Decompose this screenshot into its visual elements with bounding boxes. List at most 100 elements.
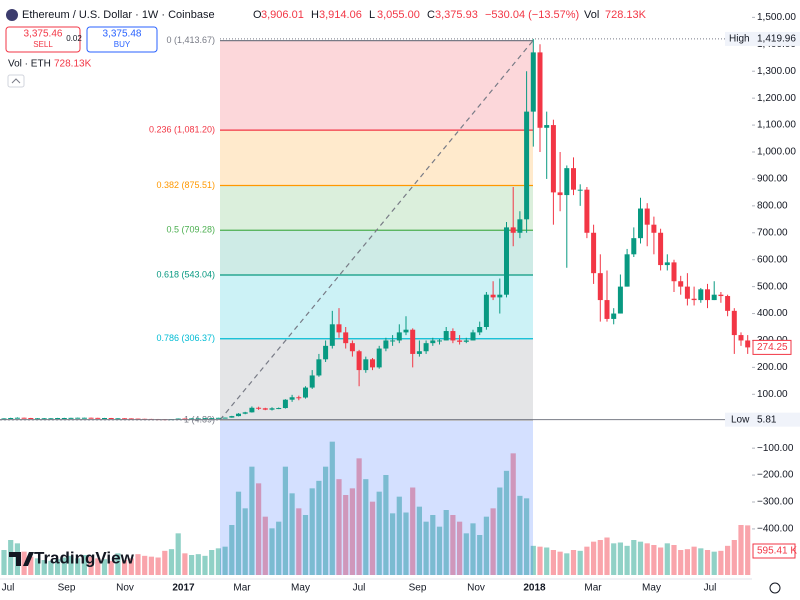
volume-bar — [289, 493, 295, 575]
volume-bar — [155, 557, 161, 575]
x-tick-label: Sep — [58, 583, 76, 594]
y-tick-label: 100.00 — [757, 389, 788, 400]
volume-bar — [678, 550, 684, 575]
ohlc-legend: O 3,906.01 H 3,914.06 L 3,055.00 C 3,375.93 −530… — [253, 9, 647, 21]
volume-bar — [21, 551, 27, 575]
candle-body — [343, 332, 349, 344]
candle-body — [638, 208, 643, 239]
volume-bar — [457, 521, 463, 575]
y-tick-label: −100.00 — [757, 443, 794, 454]
logo-text: TradingView — [34, 548, 135, 567]
candle-body — [21, 417, 27, 419]
candle-body — [108, 418, 114, 419]
ohlc-key: H — [311, 9, 319, 21]
last-price-box — [752, 339, 792, 355]
volume-bar — [175, 533, 181, 575]
candle-body — [276, 408, 282, 410]
candle-body — [698, 289, 704, 301]
candle-body — [430, 340, 436, 344]
x-tick-label: May — [642, 583, 661, 594]
volume-bar — [108, 560, 114, 575]
volume-bar — [162, 550, 168, 575]
axis-background — [752, 0, 800, 600]
candle-body — [376, 348, 382, 368]
collapse-button[interactable] — [7, 74, 25, 88]
candle-body — [256, 407, 262, 409]
volume-bar — [584, 546, 590, 575]
x-tick-label: May — [291, 583, 310, 594]
candle-body — [102, 418, 107, 419]
candle-body — [48, 418, 54, 420]
fib-level-label: 0.5 (709.28) — [166, 225, 215, 235]
volume-bar — [215, 548, 221, 575]
volume-bar — [423, 521, 429, 575]
candle-body — [303, 387, 308, 398]
x-tick-label: Jul — [2, 583, 15, 594]
volume-legend-value: 728.13K — [54, 59, 92, 70]
candle-body — [490, 294, 496, 298]
volume-bar — [369, 501, 376, 575]
volume-bar — [604, 537, 610, 575]
x-tick-label: Nov — [467, 583, 485, 594]
sell-button[interactable] — [5, 26, 81, 53]
fib-level-label: 0 (1,413.67) — [166, 35, 215, 45]
y-tick-label: 1,100.00 — [757, 120, 796, 131]
volume-bar — [115, 553, 121, 575]
candle-body — [41, 418, 47, 420]
candle-body — [617, 286, 623, 314]
volume-bar — [410, 487, 416, 575]
volume-bar — [537, 546, 543, 575]
candle-body — [135, 418, 141, 420]
y-tick-label: 500.00 — [757, 281, 788, 292]
volume-bar — [343, 495, 349, 575]
candle-body — [28, 418, 34, 419]
candle-body — [269, 408, 275, 410]
volume-bar — [403, 512, 409, 575]
volume-bar — [41, 560, 47, 575]
high-label-box — [725, 31, 800, 46]
buy-button[interactable] — [86, 26, 158, 53]
volume-bar — [430, 515, 436, 575]
candles — [1, 38, 751, 421]
y-tick-label: 400.00 — [757, 308, 788, 319]
candle-body — [195, 418, 201, 420]
candle-body — [289, 397, 295, 400]
volume-bar — [249, 466, 255, 575]
candle-body — [664, 262, 670, 266]
candle-body — [564, 168, 570, 196]
y-tick-label: −400.00 — [757, 524, 794, 535]
volume-bar — [122, 560, 128, 575]
volume-bar — [262, 516, 268, 575]
volume-bar — [142, 555, 148, 575]
fib-retracement: 0 (1,413.67) 0.236 (1,081.20) 0.382 (875.5… — [0, 35, 534, 424]
volume-bar — [229, 525, 235, 575]
candle-body — [658, 232, 664, 266]
candle-body — [517, 219, 523, 233]
volume-bar — [195, 554, 201, 575]
candle-body — [691, 298, 697, 301]
volume-bar — [182, 553, 188, 575]
volume-bar — [135, 554, 141, 575]
volume-bar — [597, 540, 603, 575]
candle-body — [557, 192, 563, 196]
candle-body — [316, 359, 322, 376]
volume-legend-label: Vol · ETH — [8, 59, 51, 70]
volume-bar — [349, 488, 355, 575]
candle-body — [718, 294, 724, 297]
candle-body — [115, 418, 121, 420]
settings-button[interactable] — [769, 582, 781, 594]
fib-band — [220, 40, 533, 131]
volume-bar — [309, 488, 315, 575]
y-tick-label: −300.00 — [757, 497, 794, 508]
volume-bar — [483, 516, 489, 575]
vol-value: 728.13K — [605, 9, 647, 21]
volume-bar — [209, 550, 215, 575]
volume-bar — [651, 545, 657, 575]
volume-bar — [269, 528, 275, 575]
buy-label: BUY — [114, 40, 131, 49]
candle-body — [684, 286, 690, 299]
candle-body — [678, 281, 684, 287]
last-volume: 595.41 K — [757, 546, 797, 557]
candle-body — [591, 232, 597, 274]
volume-bar — [55, 559, 61, 575]
